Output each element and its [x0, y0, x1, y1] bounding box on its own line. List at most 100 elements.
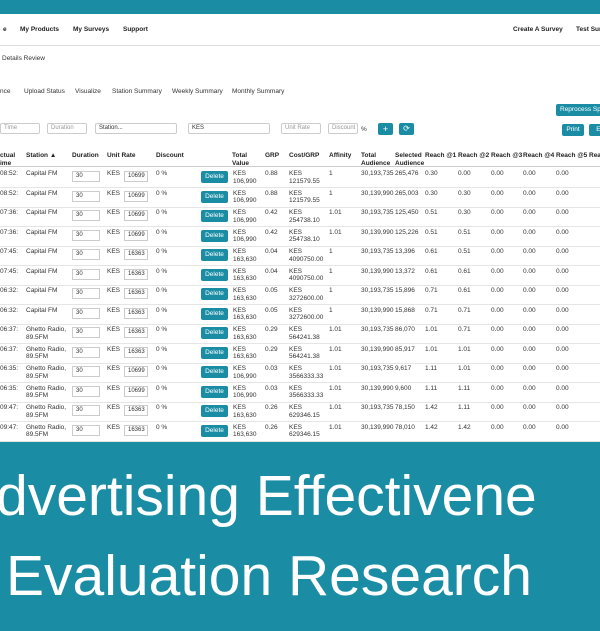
filter-input[interactable]: Station...: [95, 123, 177, 134]
cell: 0.05: [265, 287, 278, 294]
delete-button[interactable]: Delete: [201, 249, 228, 261]
unit-rate-input[interactable]: 10699: [124, 210, 148, 221]
unit-rate-input[interactable]: 10699: [124, 229, 148, 241]
duration-input[interactable]: 30: [72, 405, 100, 416]
delete-button[interactable]: Delete: [201, 210, 228, 222]
cell: KES: [107, 404, 121, 411]
nav-link[interactable]: My Surveys: [73, 26, 110, 33]
cell: 15,896: [395, 287, 415, 294]
cell: 1.42: [425, 423, 438, 431]
cell: 0.61: [425, 267, 438, 275]
cell: 0.30: [425, 189, 438, 197]
cell: 0.26: [265, 404, 278, 411]
delete-button[interactable]: Delete: [201, 346, 228, 359]
tab[interactable]: Monthly Summary: [232, 88, 285, 95]
delete-button[interactable]: Delete: [201, 385, 228, 398]
delete-button[interactable]: Delete: [201, 327, 228, 339]
cell: 0.00: [523, 287, 536, 294]
unit-rate-input[interactable]: 16363: [124, 327, 148, 338]
tab[interactable]: Upload Status: [24, 88, 65, 95]
tab[interactable]: Visualize: [75, 88, 101, 95]
filter-input[interactable]: KES: [188, 123, 270, 134]
delete-button[interactable]: Delete: [201, 405, 228, 417]
delete-button[interactable]: Delete: [201, 307, 228, 320]
column-header: Discount: [156, 152, 184, 159]
nav-link[interactable]: Support: [123, 26, 148, 33]
filter-input[interactable]: Discount: [328, 123, 358, 134]
duration-input[interactable]: 30: [72, 249, 100, 260]
delete-button[interactable]: Delete: [201, 171, 228, 183]
tab[interactable]: nce: [0, 88, 11, 95]
button[interactable]: Reprocess Spo: [556, 104, 600, 116]
duration-input[interactable]: 30: [72, 366, 100, 377]
tab[interactable]: Station Summary: [112, 88, 162, 95]
cell: 0 %: [156, 228, 168, 236]
unit-rate-input[interactable]: 10699: [124, 171, 148, 182]
cell: KES: [107, 365, 121, 372]
column-header: Cost/GRP: [289, 152, 320, 159]
unit-rate-input[interactable]: 16363: [124, 268, 148, 280]
duration-input[interactable]: 30: [72, 171, 100, 182]
duration-input[interactable]: 30: [72, 424, 100, 436]
nav-link[interactable]: My Products: [20, 26, 60, 33]
duration-input[interactable]: 30: [72, 210, 100, 221]
cell: 85,917: [395, 345, 415, 353]
delete-button[interactable]: Delete: [201, 366, 228, 378]
delete-button[interactable]: Delete: [201, 288, 228, 300]
cell: KES 106,990: [233, 209, 257, 224]
duration-input[interactable]: 30: [72, 229, 100, 241]
duration-input[interactable]: 30: [72, 288, 100, 299]
tab[interactable]: Weekly Summary: [172, 88, 223, 95]
button[interactable]: +: [378, 123, 393, 135]
button[interactable]: ⟳: [399, 123, 414, 135]
unit-rate-input[interactable]: 16363: [124, 307, 148, 319]
delete-button[interactable]: Delete: [201, 229, 228, 242]
cell: 1.11: [458, 384, 471, 392]
unit-rate-input[interactable]: 10699: [124, 190, 148, 202]
filter-input[interactable]: Time: [0, 123, 40, 134]
cell: 0 %: [156, 170, 168, 177]
cell: 0.00: [491, 267, 504, 275]
cell: 0.00: [556, 248, 569, 255]
cell: 0.00: [491, 423, 504, 431]
cell: 0.71: [458, 306, 471, 314]
cell: 0.00: [491, 287, 504, 294]
duration-input[interactable]: 30: [72, 268, 100, 280]
duration-input[interactable]: 30: [72, 385, 100, 397]
delete-button[interactable]: Delete: [201, 190, 228, 203]
unit-rate-input[interactable]: 16363: [124, 424, 148, 436]
nav-link[interactable]: e: [3, 26, 7, 33]
column-header[interactable]: Station ▲: [26, 152, 57, 159]
delete-button[interactable]: Delete: [201, 268, 228, 281]
nav-link[interactable]: Test Surv: [576, 26, 600, 33]
cell: 0 %: [156, 345, 168, 353]
cell: KES: [107, 384, 121, 392]
duration-input[interactable]: 30: [72, 346, 100, 358]
filter-input[interactable]: Duration: [47, 123, 87, 134]
top-bar: [0, 0, 600, 14]
cell: 0.00: [556, 189, 569, 197]
nav-link[interactable]: Create A Survey: [513, 26, 563, 33]
cell: 30,193,735: [361, 209, 394, 216]
unit-rate-input[interactable]: 10699: [124, 366, 148, 377]
cell: 0.61: [425, 248, 438, 255]
duration-input[interactable]: 30: [72, 327, 100, 338]
cell: 0.00: [491, 189, 504, 197]
filter-input[interactable]: Unit Rate: [281, 123, 321, 134]
unit-rate-input[interactable]: 10699: [124, 385, 148, 397]
cell: 30,193,735: [361, 248, 394, 255]
cell: Ghetto Radio, 89.5FM: [26, 404, 67, 419]
duration-input[interactable]: 30: [72, 307, 100, 319]
button[interactable]: Print: [562, 124, 584, 136]
unit-rate-input[interactable]: 16363: [124, 346, 148, 358]
button[interactable]: Ex: [589, 124, 600, 136]
unit-rate-input[interactable]: 16363: [124, 288, 148, 299]
delete-button[interactable]: Delete: [201, 424, 228, 437]
duration-input[interactable]: 30: [72, 190, 100, 202]
cell: 0.00: [491, 384, 504, 392]
unit-rate-input[interactable]: 16363: [124, 249, 148, 260]
cell: 0.00: [491, 248, 504, 255]
unit-rate-input[interactable]: 16363: [124, 405, 148, 416]
row-rule: [0, 382, 600, 383]
cell: KES 163,630: [233, 287, 257, 302]
